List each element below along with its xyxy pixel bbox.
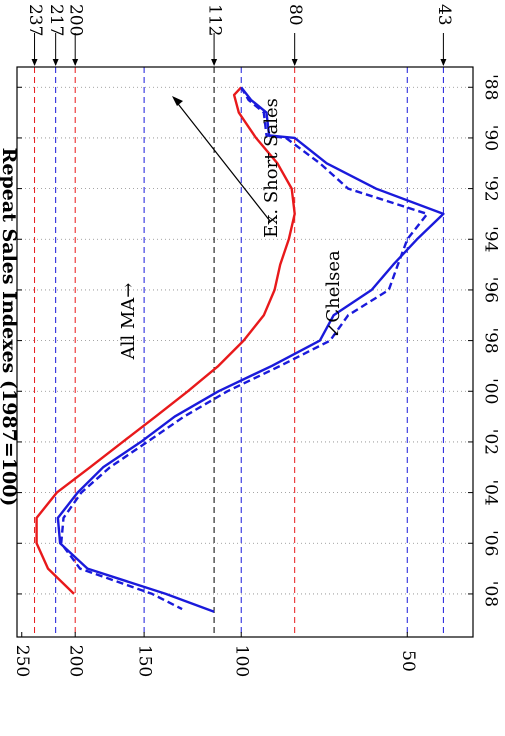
- series-line: [60, 86, 429, 611]
- ref-label: 217: [46, 4, 66, 36]
- x-tick-label: '02: [481, 429, 501, 455]
- x-tick-label: '98: [481, 327, 501, 353]
- ref-label-arrowhead: [211, 59, 218, 66]
- y-tick-label: 250: [12, 645, 32, 677]
- plot-border: [16, 66, 474, 638]
- plot-frame: [16, 66, 474, 638]
- all-ma-annotation: All MA→: [118, 283, 139, 361]
- y-tick-label: 150: [135, 645, 155, 677]
- ref-label-arrowhead: [52, 59, 59, 66]
- x-tick-label: '90: [481, 125, 501, 151]
- y-tick-label: 200: [66, 645, 86, 677]
- x-tick-label: '94: [481, 226, 501, 252]
- series-line: [56, 86, 445, 613]
- x-tick-label: '04: [481, 479, 501, 505]
- series-layer: [35, 86, 445, 613]
- y-tick-label: 50: [398, 650, 418, 672]
- reference-lines: [34, 67, 444, 637]
- x-tick-label: '06: [481, 530, 501, 556]
- all-ma-label: All MA→: [118, 283, 139, 361]
- ex-short-sales-label: Ex. Short Sales: [261, 98, 282, 238]
- y-axis-title: Repeat Sales Indexes (1987=100): [0, 148, 20, 507]
- ref-label: 43: [434, 4, 454, 26]
- chelsea-annotation: ↙Chelsea: [323, 250, 344, 338]
- tick-layer: '88 '90 '92 '94 '96 '98 '00 '02 '04 '06 '08 250 200 1…: [12, 74, 500, 677]
- ref-label: 80: [285, 4, 305, 26]
- ex-short-sales-arrowhead: [172, 96, 183, 106]
- ref-label-arrowhead: [440, 59, 447, 66]
- ref-label: 112: [205, 4, 225, 36]
- ex-short-sales-annotation: Ex. Short Sales: [172, 96, 282, 238]
- ex-short-sales-arrow: [174, 99, 271, 222]
- series-line: [35, 86, 296, 595]
- x-tick-label: '08: [481, 581, 501, 607]
- ref-label-arrowhead: [72, 59, 79, 66]
- ref-label: 237: [25, 4, 45, 36]
- ref-label-arrowhead: [291, 59, 298, 66]
- y-tick-label: 100: [232, 645, 252, 677]
- annotations: All MA→ ↙Chelsea Ex. Short Sales: [118, 96, 344, 360]
- x-tick-label: '92: [481, 175, 501, 201]
- x-tick-label: '96: [481, 277, 501, 303]
- ref-label-arrowhead: [31, 59, 38, 66]
- chelsea-label: ↙Chelsea: [323, 250, 344, 338]
- x-tick-label: '00: [481, 378, 501, 404]
- x-tick-label: '88: [481, 74, 501, 100]
- reference-labels: 237 217 200 112 80 43: [25, 4, 454, 66]
- ref-label: 200: [66, 4, 86, 36]
